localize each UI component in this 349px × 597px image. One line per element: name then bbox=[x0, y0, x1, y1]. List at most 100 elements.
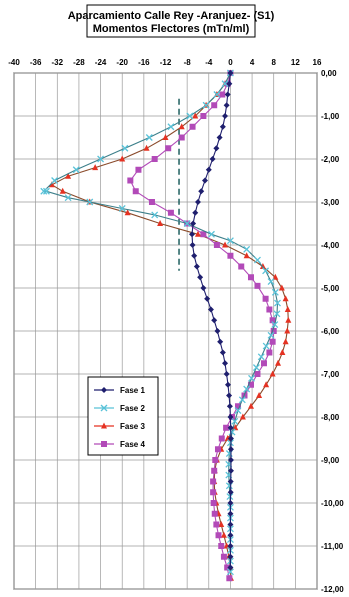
x-tick-label: 12 bbox=[291, 58, 300, 67]
data-point bbox=[269, 317, 276, 324]
data-point bbox=[189, 231, 196, 238]
data-point bbox=[215, 532, 222, 539]
data-point bbox=[224, 564, 231, 571]
x-tick-label: -28 bbox=[73, 58, 85, 67]
data-point bbox=[183, 220, 191, 227]
data-point bbox=[192, 209, 199, 216]
x-tick-label: -36 bbox=[30, 58, 42, 67]
chart-subtitle: Momentos Flectores (mTn/ml) bbox=[93, 23, 250, 35]
data-point bbox=[211, 467, 218, 474]
data-point bbox=[247, 274, 254, 281]
data-point bbox=[227, 553, 234, 560]
y-tick-label: -5,00 bbox=[321, 284, 340, 293]
series-fase-4 bbox=[127, 70, 277, 582]
data-point bbox=[226, 237, 234, 245]
data-point bbox=[214, 328, 221, 334]
data-point bbox=[226, 575, 233, 582]
data-point bbox=[235, 403, 242, 410]
data-point bbox=[223, 102, 230, 109]
legend-marker bbox=[101, 441, 107, 447]
y-tick-label: -6,00 bbox=[321, 327, 340, 336]
data-point bbox=[165, 145, 172, 152]
data-point bbox=[121, 144, 129, 152]
data-point bbox=[282, 295, 289, 302]
data-point bbox=[217, 338, 224, 345]
data-point bbox=[226, 493, 234, 501]
data-point bbox=[222, 113, 229, 119]
data-point bbox=[275, 359, 282, 366]
data-point bbox=[65, 172, 72, 179]
data-point bbox=[202, 101, 210, 109]
data-point bbox=[200, 285, 207, 291]
data-point bbox=[252, 364, 260, 372]
data-point bbox=[213, 145, 220, 152]
series-fase-2 bbox=[40, 69, 281, 576]
data-point bbox=[194, 230, 201, 237]
data-point bbox=[167, 209, 174, 216]
data-point bbox=[278, 284, 285, 291]
data-point bbox=[227, 510, 234, 517]
data-point bbox=[201, 177, 208, 184]
data-point bbox=[262, 342, 270, 350]
data-point bbox=[208, 230, 215, 238]
data-point bbox=[259, 263, 266, 269]
data-point bbox=[218, 543, 225, 549]
legend-label: Fase 2 bbox=[120, 404, 145, 413]
data-point bbox=[227, 252, 234, 259]
data-point bbox=[135, 166, 142, 173]
data-point bbox=[222, 241, 229, 248]
data-point bbox=[213, 91, 221, 98]
legend: Fase 1 Fase 2 Fase 3 Fase 4 bbox=[87, 376, 159, 456]
legend-label: Fase 3 bbox=[120, 422, 145, 431]
y-tick-label: -9,00 bbox=[321, 456, 340, 465]
x-tick-label: -16 bbox=[138, 58, 150, 67]
data-point bbox=[97, 155, 105, 163]
data-point bbox=[220, 531, 227, 538]
chart-title: Aparcamiento Calle Rey -Aranjuez- (S1) bbox=[68, 10, 275, 22]
data-point bbox=[145, 134, 153, 141]
data-point bbox=[284, 327, 291, 334]
x-tick-label: -24 bbox=[95, 58, 107, 67]
x-tick-label: 0 bbox=[228, 58, 233, 67]
data-point bbox=[284, 306, 291, 312]
data-point bbox=[221, 80, 229, 88]
data-point bbox=[64, 194, 72, 202]
data-point bbox=[270, 328, 277, 334]
data-point bbox=[238, 396, 246, 404]
data-point bbox=[257, 353, 265, 361]
data-point bbox=[227, 478, 234, 485]
data-point bbox=[40, 187, 48, 195]
data-point bbox=[210, 489, 217, 496]
data-point bbox=[226, 80, 233, 87]
data-point bbox=[226, 439, 234, 447]
data-point bbox=[262, 267, 270, 275]
x-tick-label: -8 bbox=[184, 58, 192, 67]
data-point bbox=[190, 220, 197, 227]
data-point bbox=[212, 457, 219, 463]
data-point bbox=[227, 489, 234, 496]
data-point bbox=[239, 413, 246, 420]
data-point bbox=[216, 134, 223, 141]
data-point bbox=[256, 392, 263, 398]
y-tick-label: -10,00 bbox=[321, 499, 344, 508]
y-tick-label: -4,00 bbox=[321, 241, 340, 250]
data-point bbox=[262, 295, 269, 302]
data-point bbox=[132, 188, 139, 195]
data-point bbox=[227, 70, 234, 76]
data-point bbox=[223, 424, 230, 431]
data-point bbox=[224, 381, 231, 388]
data-point bbox=[232, 424, 239, 431]
data-point bbox=[271, 321, 279, 329]
data-point bbox=[178, 134, 185, 141]
legend-label: Fase 4 bbox=[120, 440, 145, 449]
data-point bbox=[254, 371, 261, 377]
data-point bbox=[267, 278, 275, 286]
data-point bbox=[209, 156, 216, 162]
data-point bbox=[243, 252, 250, 259]
data-point bbox=[211, 510, 218, 517]
legend-marker bbox=[101, 387, 107, 393]
data-point bbox=[227, 564, 234, 571]
data-point bbox=[254, 256, 261, 264]
data-point bbox=[204, 295, 211, 302]
data-point bbox=[197, 274, 204, 281]
